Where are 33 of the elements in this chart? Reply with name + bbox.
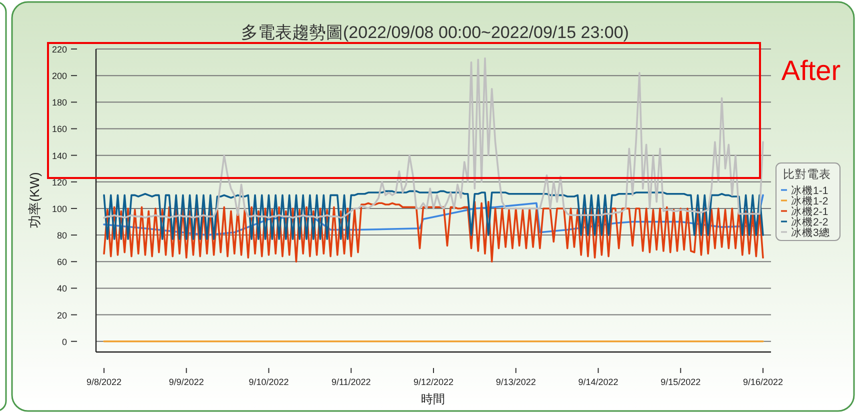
y-tick-label: 20 [56,310,67,320]
y-tick-label: 120 [52,177,67,188]
y-tick-label: 140 [52,150,67,161]
x-axis-title: 時間 [421,392,445,406]
y-tick-label: 80 [56,230,67,241]
legend-label: 冰機3總 [791,226,830,239]
x-tick-label: 9/9/2022 [168,377,204,387]
legend-title: 比對電表 [783,168,831,181]
legend-label: 冰機2-2 [791,216,828,228]
y-tick-label: 160 [52,124,67,134]
x-tick-label: 9/12/2022 [413,377,454,387]
x-tick-label: 9/8/2022 [86,377,122,387]
text: After [781,55,841,86]
y-tick-label: 60 [56,257,67,268]
x-tick-label: 9/15/2022 [660,377,701,387]
y-tick-label: 200 [52,71,67,82]
y-axis-title: 功率(KW) [27,172,42,228]
x-tick-label: 9/16/2022 [742,377,784,387]
legend-label: 冰機1-1 [791,184,828,197]
x-tick-label: 9/13/2022 [496,377,536,387]
x-tick-label: 9/14/2022 [578,377,618,387]
chart-title: 多電表趨勢圖(2022/09/08 00:00~2022/09/15 23:00) [241,23,629,42]
y-tick-label: 220 [52,44,67,54]
y-tick-label: 40 [56,284,67,294]
line-series [103,57,764,219]
x-tick-label: 9/11/2022 [331,377,371,387]
legend-label: 冰機1-2 [791,194,828,208]
legend-label: 冰機2-1 [791,205,828,218]
line-series [103,200,764,263]
y-tick-label: 0 [62,336,67,347]
y-tick-label: 180 [52,98,67,108]
x-tick-label: 9/10/2022 [248,377,289,387]
y-tick-label: 100 [52,204,67,214]
